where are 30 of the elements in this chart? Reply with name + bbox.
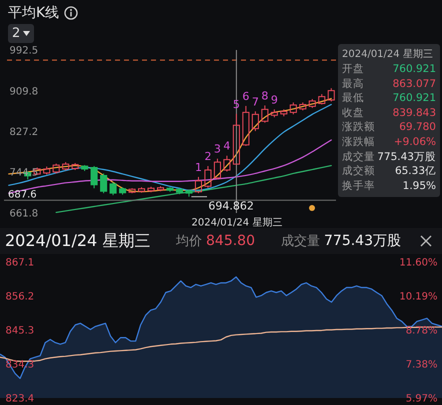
y2-tick-label: 11.60% [399,258,438,268]
text: 9 [270,93,278,106]
text: 2 [204,150,212,164]
y-tick-label: 661.8 [10,208,38,220]
line-series [56,164,332,214]
text: 6 [242,90,250,103]
text: 7 [252,95,259,108]
y-tick-label: 827.2 [10,126,38,138]
text: 4 [223,140,230,153]
chart-title: 平均K线 [8,4,60,22]
y-tick-label: 867.1 [6,258,34,268]
y-tick-label: 823.4 [6,394,34,404]
line-series [0,326,442,362]
text: 3 [214,142,221,156]
chart-title: 2024/01/24 星期三 [5,230,150,252]
text: 8 [261,89,268,102]
text: 1 [194,160,202,174]
text: 均价 845.80 [176,232,255,250]
y2-tick-label: 10.19% [399,292,438,303]
text: 成交量 775.43万股 [281,232,401,250]
y2-tick-label: 8.78% [406,326,438,337]
y2-tick-label: 5.97% [406,394,438,404]
tooltip-panel: 2024/01/24 星期三 开盘 760.921 最高 863.077 最低 760.921 收盘 839.843 涨跌额 69.780 涨跌幅 +9.06% 成交量 775.43万股 成交额 65.33亿 换手率 1.95% [338,44,440,198]
dropdown: 2 [8,24,34,43]
y-tick-label: 992.5 [10,46,38,56]
y-tick-label: 845.3 [6,325,34,336]
y-tick-label: 909.8 [10,86,38,98]
y-tick-label: 856.2 [6,291,34,302]
y2-tick-label: 7.38% [406,359,438,370]
ref-line-label: 687.6 [8,189,37,200]
